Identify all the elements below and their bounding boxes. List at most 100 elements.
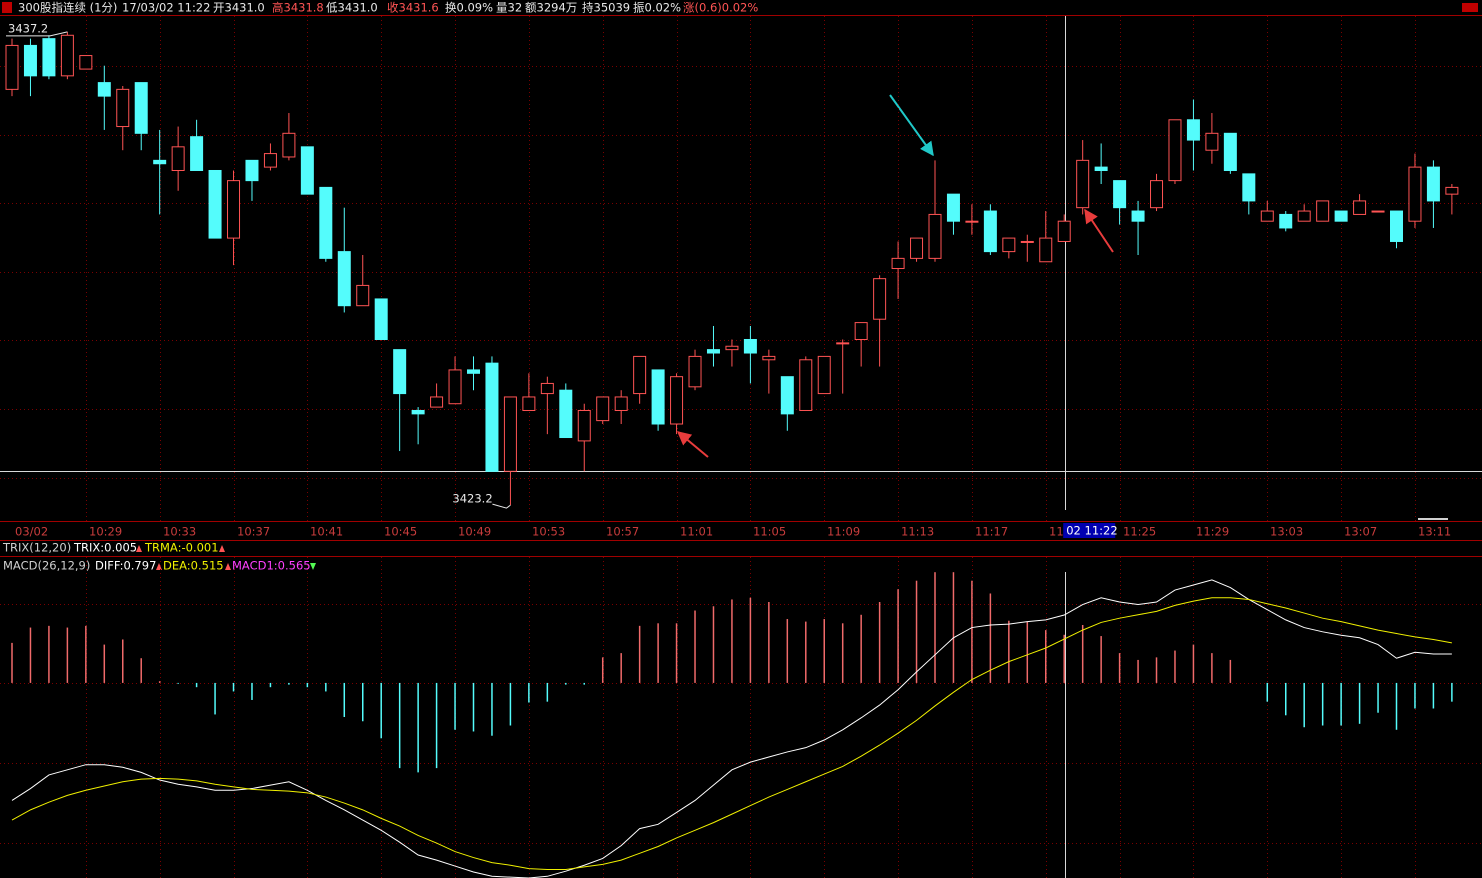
candle-body: [983, 210, 997, 253]
candle-body: [448, 369, 462, 405]
up-arrow-icon: [156, 563, 162, 570]
x-tick-label: 13:11: [1418, 525, 1451, 539]
close-price: 收3431.6: [387, 1, 439, 15]
macd-title: MACD(26,12,9): [3, 559, 90, 573]
crosshair-label: 02 11:22: [1066, 524, 1117, 538]
candle-body: [1242, 173, 1256, 202]
candle-body: [153, 159, 167, 165]
candle-body: [1113, 180, 1127, 209]
up-arrow-icon: [136, 545, 142, 552]
candle-body: [1131, 210, 1145, 222]
candle-body: [282, 132, 296, 158]
candle-body: [1426, 166, 1440, 202]
x-tick-label: 11:09: [827, 525, 860, 539]
candle-body: [596, 396, 610, 422]
candle-body: [946, 193, 960, 222]
legend-entry: DEA:0.515: [163, 559, 224, 573]
up-arrow-icon: [219, 545, 225, 552]
candle-body: [356, 284, 370, 307]
candle-body: [319, 186, 333, 259]
candle-body: [1057, 220, 1071, 242]
indicator-line: [11, 579, 1452, 878]
candle-body: [817, 355, 831, 395]
x-tick-label: 11:17: [975, 525, 1008, 539]
candle-body: [79, 55, 93, 70]
legend-entry: DIFF:0.797: [95, 559, 156, 573]
candle-body: [688, 355, 702, 388]
leader-line: [6, 31, 68, 37]
datetime: 17/03/02 11:22: [122, 1, 210, 15]
annotation-arrow: [889, 94, 934, 157]
candle-body: [245, 159, 259, 182]
app-icon[interactable]: [2, 2, 12, 13]
candle-body: [522, 396, 536, 411]
scroll-indicator[interactable]: [1418, 518, 1448, 520]
candle-body: [134, 82, 148, 134]
change: 涨(0.6)0.02%: [683, 1, 758, 15]
candle-body: [780, 376, 794, 415]
annotation-arrow: [1084, 208, 1114, 253]
open-price: 开3431.0: [213, 1, 265, 15]
x-tick-label: 10:33: [163, 525, 196, 539]
turnover: 换0.09%: [445, 1, 493, 15]
candle-body: [1260, 210, 1274, 222]
candle-body: [1039, 237, 1053, 263]
candle-body: [337, 251, 351, 307]
candle-body: [614, 396, 628, 411]
x-tick-label: 10:53: [532, 525, 565, 539]
leader-line: [492, 503, 511, 509]
candle-body: [1297, 210, 1311, 222]
candle-body: [910, 237, 924, 259]
candle-body: [670, 376, 684, 425]
candle-body: [23, 44, 37, 77]
x-tick-label: 11:25: [1123, 525, 1156, 539]
candle-body: [300, 146, 314, 195]
candle-body: [1094, 166, 1108, 171]
candle-body: [891, 257, 905, 270]
candle-body: [411, 409, 425, 415]
candle-body: [1390, 210, 1403, 242]
candle-body: [1408, 166, 1422, 222]
candle-body: [928, 213, 942, 259]
crosshair-label-box: [1063, 523, 1116, 538]
amount: 额3294万: [525, 1, 577, 15]
candle-body: [1002, 237, 1016, 253]
candle-body: [190, 136, 204, 171]
x-tick-label: 13:07: [1344, 525, 1377, 539]
candle-body: [1334, 210, 1348, 222]
candle-body: [1205, 132, 1219, 151]
candle-body: [1020, 240, 1034, 243]
x-tick-label: 11:: [1049, 525, 1068, 539]
trix-value: TRIX:0.005: [73, 541, 137, 555]
x-tick-label: 10:37: [237, 525, 270, 539]
candle-body: [171, 146, 185, 171]
candle-body: [5, 44, 19, 90]
candle-body: [762, 355, 776, 361]
candle-body: [1279, 213, 1293, 229]
min-price-label: 3423.2: [452, 492, 492, 506]
candle-body: [60, 34, 74, 77]
candle-body: [374, 298, 388, 340]
candle-body: [1076, 159, 1090, 209]
low-price: 低3431.0: [326, 1, 378, 15]
candle-body: [743, 338, 757, 354]
legend-entry: MACD1:0.565: [232, 559, 311, 573]
instrument-title: 300股指连续 (1分): [18, 1, 117, 15]
candle-body: [227, 180, 241, 239]
candle-body: [1186, 119, 1200, 141]
candle-body: [503, 396, 517, 472]
candle-body: [1371, 210, 1385, 213]
volume: 量32: [496, 1, 522, 15]
high-price: 高3431.8: [272, 1, 324, 15]
open-interest: 持35039: [582, 1, 630, 15]
candle-body: [97, 82, 111, 97]
menu-button[interactable]: [1462, 3, 1478, 12]
x-tick-label: 11:01: [680, 525, 713, 539]
annotation-arrow: [676, 431, 709, 458]
candle-body: [706, 349, 720, 354]
candle-body: [263, 153, 277, 168]
candle-body: [633, 355, 647, 395]
candle-body: [836, 342, 850, 345]
candle-body: [430, 396, 444, 408]
